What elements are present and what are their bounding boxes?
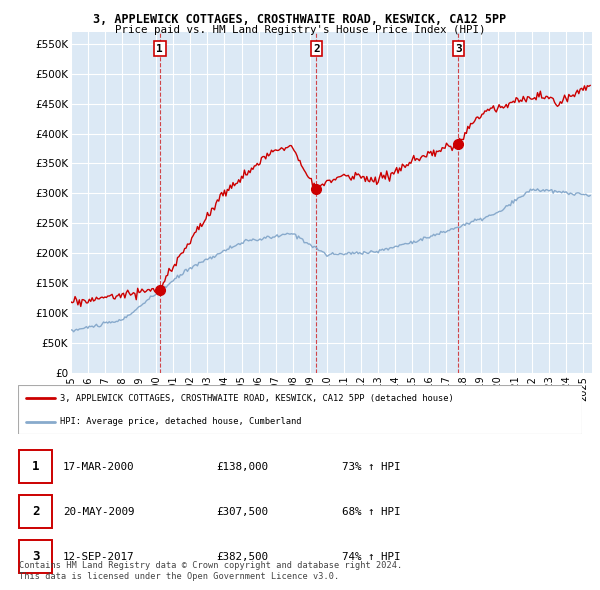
Text: This data is licensed under the Open Government Licence v3.0.: This data is licensed under the Open Gov…: [19, 572, 340, 581]
Text: 68% ↑ HPI: 68% ↑ HPI: [342, 507, 401, 517]
Text: £138,000: £138,000: [216, 461, 268, 471]
Text: HPI: Average price, detached house, Cumberland: HPI: Average price, detached house, Cumb…: [60, 417, 302, 426]
Text: 3, APPLEWICK COTTAGES, CROSTHWAITE ROAD, KESWICK, CA12 5PP (detached house): 3, APPLEWICK COTTAGES, CROSTHWAITE ROAD,…: [60, 394, 454, 403]
FancyBboxPatch shape: [19, 540, 52, 573]
Text: 17-MAR-2000: 17-MAR-2000: [63, 461, 134, 471]
FancyBboxPatch shape: [18, 385, 582, 434]
Text: £382,500: £382,500: [216, 552, 268, 562]
Text: £307,500: £307,500: [216, 507, 268, 517]
Text: 20-MAY-2009: 20-MAY-2009: [63, 507, 134, 517]
Text: 1: 1: [32, 460, 40, 473]
Text: 1: 1: [157, 44, 163, 54]
Text: 2: 2: [313, 44, 320, 54]
Text: 12-SEP-2017: 12-SEP-2017: [63, 552, 134, 562]
Text: Price paid vs. HM Land Registry's House Price Index (HPI): Price paid vs. HM Land Registry's House …: [115, 25, 485, 35]
FancyBboxPatch shape: [19, 495, 52, 528]
Text: 3, APPLEWICK COTTAGES, CROSTHWAITE ROAD, KESWICK, CA12 5PP: 3, APPLEWICK COTTAGES, CROSTHWAITE ROAD,…: [94, 13, 506, 26]
Text: 3: 3: [455, 44, 462, 54]
FancyBboxPatch shape: [19, 450, 52, 483]
Text: 74% ↑ HPI: 74% ↑ HPI: [342, 552, 401, 562]
Text: 73% ↑ HPI: 73% ↑ HPI: [342, 461, 401, 471]
Text: Contains HM Land Registry data © Crown copyright and database right 2024.: Contains HM Land Registry data © Crown c…: [19, 560, 403, 569]
Text: 2: 2: [32, 505, 40, 518]
Text: 3: 3: [32, 550, 40, 563]
